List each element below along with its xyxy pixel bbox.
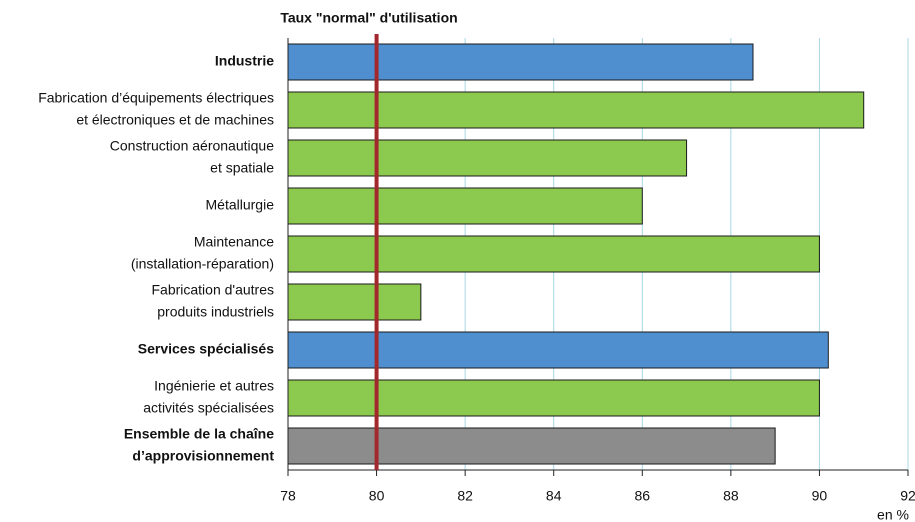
bar <box>287 331 829 369</box>
y-tick-label: Ingénierie et autres <box>154 378 274 394</box>
x-tick-label: 86 <box>634 488 650 504</box>
bar <box>287 235 820 273</box>
bar <box>287 187 643 225</box>
y-tick-label: activités spécialisées <box>143 400 274 416</box>
y-tick-label: Fabrication d'autres <box>151 282 274 298</box>
bar <box>287 139 688 177</box>
x-tick-label: 78 <box>280 488 296 504</box>
x-tick-label: 80 <box>369 488 385 504</box>
y-tick-label: (installation-réparation) <box>131 256 274 272</box>
x-tick-label: 88 <box>723 488 739 504</box>
y-tick-label: et électroniques et de machines <box>76 112 274 128</box>
y-tick-label: produits industriels <box>157 304 274 320</box>
x-tick-label: 90 <box>812 488 828 504</box>
x-tick-label: 92 <box>900 488 915 504</box>
x-tick-label: 84 <box>546 488 562 504</box>
bar <box>287 43 754 81</box>
y-tick-label: Ensemble de la chaîne <box>124 426 274 442</box>
y-tick-label: Maintenance <box>194 234 274 250</box>
bar <box>287 91 865 129</box>
x-tick-label: 82 <box>457 488 473 504</box>
y-tick-label: Services spécialisés <box>138 341 274 357</box>
y-tick-label: Construction aéronautique <box>110 138 274 154</box>
x-axis-label: en % <box>877 507 909 522</box>
y-tick-label: Industrie <box>215 53 274 69</box>
y-tick-label: Fabrication d’équipements électriques <box>38 90 274 106</box>
bar <box>287 427 776 465</box>
reference-label: Taux "normal" d'utilisation <box>280 10 457 26</box>
y-tick-label: et spatiale <box>210 160 274 176</box>
y-tick-label: Métallurgie <box>206 197 275 213</box>
bar <box>287 283 422 321</box>
y-tick-label: d’approvisionnement <box>132 448 274 464</box>
bar <box>287 379 820 417</box>
